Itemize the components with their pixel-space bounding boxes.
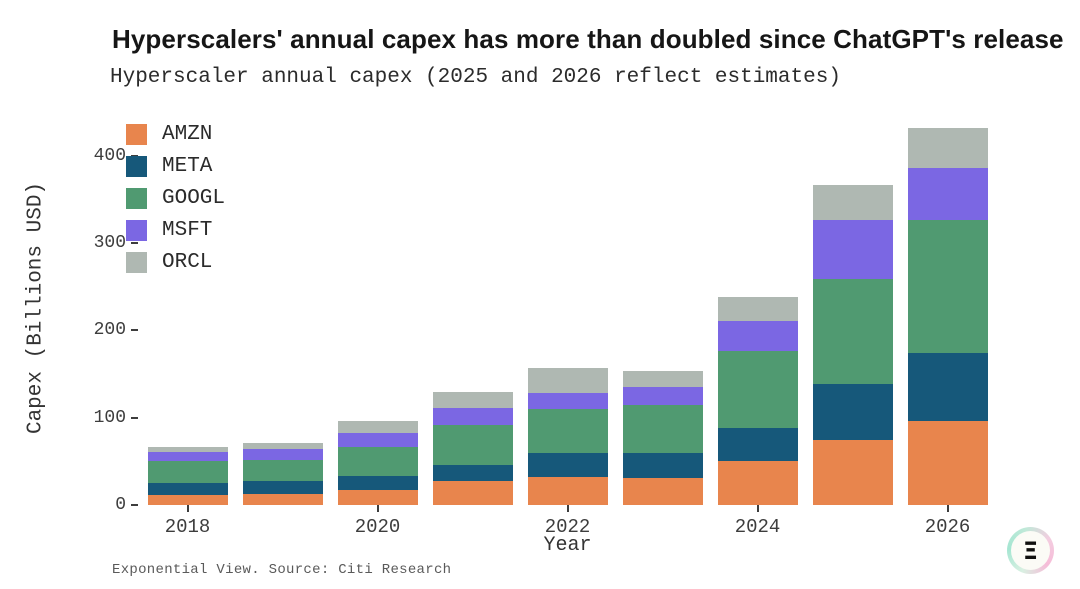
y-tick-label: 100 — [93, 407, 126, 428]
bar-segment-orcl-2022 — [527, 367, 608, 394]
bar-segment-msft-2025 — [812, 220, 893, 279]
bar-segment-googl-2023 — [622, 405, 703, 453]
chart-subtitle: Hyperscaler annual capex (2025 and 2026 … — [110, 66, 841, 89]
exponential-view-logo-glyph: Ξ — [1011, 531, 1050, 570]
bar-segment-msft-2020 — [337, 433, 418, 448]
legend-label-amzn: AMZN — [162, 123, 213, 146]
bar-segment-googl-2024 — [717, 351, 798, 429]
bar-2026 — [907, 127, 988, 505]
legend-swatch-msft — [126, 220, 147, 241]
legend-swatch-orcl — [126, 252, 147, 273]
bar-segment-amzn-2024 — [717, 461, 798, 505]
legend-item-amzn: AMZN — [126, 123, 225, 146]
legend-label-orcl: ORCL — [162, 251, 213, 274]
bar-segment-meta-2018 — [147, 483, 228, 496]
bar-segment-googl-2026 — [907, 220, 988, 354]
bar-2019 — [242, 443, 323, 505]
bar-segment-msft-2024 — [717, 320, 798, 352]
x-tick-label: 2020 — [354, 516, 401, 538]
y-tick-label: 200 — [93, 320, 126, 341]
legend-item-msft: MSFT — [126, 219, 225, 242]
bar-segment-amzn-2025 — [812, 440, 893, 505]
bar-segment-meta-2022 — [527, 452, 608, 478]
bar-segment-orcl-2021 — [432, 391, 513, 409]
bar-segment-amzn-2021 — [432, 480, 513, 505]
legend-label-googl: GOOGL — [162, 187, 226, 210]
y-tick-mark — [131, 154, 138, 157]
legend-item-googl: GOOGL — [126, 187, 225, 210]
x-tick-label: 2018 — [164, 516, 211, 538]
bar-segment-msft-2022 — [527, 393, 608, 409]
bar-segment-amzn-2026 — [907, 421, 988, 505]
y-tick-label: 400 — [93, 145, 126, 166]
x-tick-label: 2024 — [734, 516, 781, 538]
bar-segment-googl-2021 — [432, 424, 513, 465]
bar-2020 — [337, 421, 418, 505]
y-tick-mark — [131, 504, 138, 506]
y-tick-mark — [131, 242, 138, 244]
bar-segment-googl-2019 — [242, 459, 323, 481]
x-tick-mark — [566, 505, 569, 512]
legend-swatch-googl — [126, 188, 147, 209]
y-tick-label: 300 — [93, 233, 126, 253]
bar-segment-googl-2018 — [147, 461, 228, 484]
bar-segment-meta-2021 — [432, 464, 513, 481]
bar-segment-amzn-2020 — [337, 490, 418, 505]
x-tick-label: 2026 — [924, 516, 971, 538]
x-tick-mark — [186, 505, 189, 512]
bar-segment-amzn-2022 — [527, 477, 608, 505]
y-axis-tick-labels: 0 100 200 300 400 — [0, 112, 126, 515]
bar-segment-orcl-2025 — [812, 184, 893, 221]
bar-2024 — [717, 297, 798, 505]
chart-title: Hyperscalers' annual capex has more than… — [112, 24, 1064, 54]
bar-segment-meta-2024 — [717, 428, 798, 462]
bar-segment-orcl-2019 — [242, 443, 323, 450]
bar-segment-googl-2025 — [812, 278, 893, 384]
bar-segment-orcl-2024 — [717, 297, 798, 321]
bar-segment-msft-2019 — [242, 449, 323, 460]
plot-area: 2018 2020 2022 2024 2026 — [131, 112, 995, 538]
bar-2025 — [812, 184, 893, 505]
bar-segment-msft-2023 — [622, 387, 703, 406]
legend-label-meta: META — [162, 155, 213, 178]
legend-swatch-amzn — [126, 124, 147, 145]
bar-segment-msft-2021 — [432, 408, 513, 425]
legend-item-meta: META — [126, 155, 225, 178]
bar-2022 — [527, 367, 608, 505]
bar-segment-meta-2026 — [907, 353, 988, 422]
legend: AMZN META GOOGL MSFT ORCL — [126, 123, 225, 274]
legend-item-orcl: ORCL — [126, 251, 225, 274]
y-tick-mark — [131, 329, 138, 332]
bar-2018 — [147, 446, 228, 505]
x-axis-title: Year — [543, 534, 592, 557]
bar-segment-googl-2020 — [337, 447, 418, 477]
bar-segment-googl-2022 — [527, 408, 608, 453]
y-tick-label: 0 — [115, 495, 126, 515]
legend-label-msft: MSFT — [162, 219, 213, 242]
bar-segment-msft-2018 — [147, 451, 228, 462]
bar-segment-amzn-2018 — [147, 495, 228, 505]
bar-segment-orcl-2026 — [907, 127, 988, 168]
bar-segment-msft-2026 — [907, 167, 988, 221]
bar-segment-amzn-2019 — [242, 493, 323, 505]
x-tick-mark — [946, 505, 949, 512]
x-tick-mark — [376, 505, 379, 512]
bar-segment-meta-2019 — [242, 480, 323, 494]
bar-segment-meta-2020 — [337, 476, 418, 491]
bar-segment-orcl-2020 — [337, 421, 418, 434]
bar-segment-orcl-2018 — [147, 446, 228, 452]
bar-segment-meta-2023 — [622, 452, 703, 478]
legend-swatch-meta — [126, 156, 147, 177]
bar-2021 — [432, 391, 513, 505]
bar-segment-orcl-2023 — [622, 371, 703, 388]
bar-segment-amzn-2023 — [622, 477, 703, 505]
bar-segment-meta-2025 — [812, 383, 893, 441]
bar-2023 — [622, 371, 703, 505]
exponential-view-logo: Ξ — [1007, 527, 1054, 574]
y-tick-mark — [131, 416, 138, 419]
source-attribution: Exponential View. Source: Citi Research — [112, 562, 452, 578]
x-tick-mark — [756, 505, 759, 512]
x-tick-label: 2022 — [544, 516, 591, 538]
